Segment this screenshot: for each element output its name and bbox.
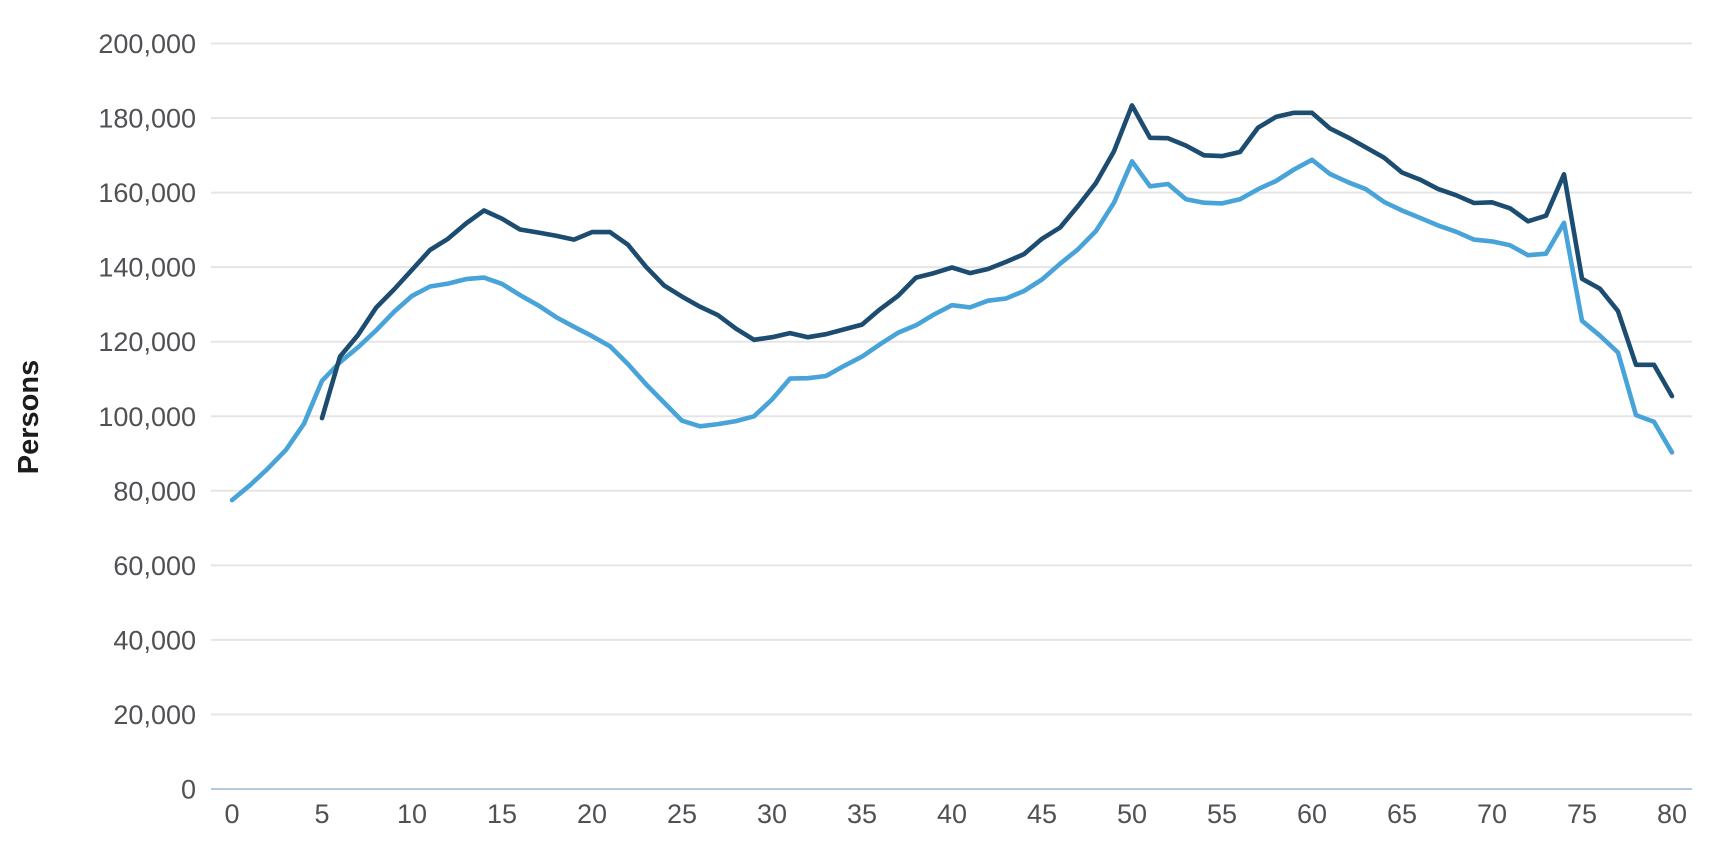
x-tick-label: 80 — [1657, 799, 1687, 829]
dark-navy-series — [319, 103, 1675, 421]
x-tick-label: 70 — [1477, 799, 1507, 829]
x-tick-label: 45 — [1027, 799, 1057, 829]
x-tick-label: 40 — [937, 799, 967, 829]
y-axis-title: Persons — [13, 360, 45, 474]
x-tick-label: 10 — [397, 799, 427, 829]
x-tick-label: 75 — [1567, 799, 1597, 829]
series-lines — [229, 103, 1675, 503]
x-tick-label: 0 — [224, 799, 239, 829]
y-tick-label: 0 — [181, 775, 196, 805]
x-tick-label: 30 — [757, 799, 787, 829]
y-tick-label: 140,000 — [98, 253, 196, 283]
x-tick-label: 50 — [1117, 799, 1147, 829]
x-tick-label: 35 — [847, 799, 877, 829]
y-tick-label: 160,000 — [98, 178, 196, 208]
x-axis-tick-labels: 0 5 10 15 20 25 30 35 40 45 50 55 60 65 70 75 80 — [224, 799, 1687, 829]
y-tick-label: 100,000 — [98, 402, 196, 432]
x-tick-label: 60 — [1297, 799, 1327, 829]
x-tick-label: 25 — [667, 799, 697, 829]
y-tick-label: 120,000 — [98, 327, 196, 357]
y-tick-label: 200,000 — [98, 29, 196, 59]
y-tick-label: 80,000 — [113, 476, 196, 506]
x-tick-label: 55 — [1207, 799, 1237, 829]
x-tick-label: 65 — [1387, 799, 1417, 829]
y-axis-tick-labels: 0 20,000 40,000 60,000 80,000 100,000 120,000 1… — [98, 29, 196, 805]
x-tick-label: 15 — [487, 799, 517, 829]
gridlines — [211, 42, 1692, 790]
y-tick-label: 20,000 — [113, 700, 196, 730]
x-tick-label: 5 — [314, 799, 329, 829]
x-tick-label: 20 — [577, 799, 607, 829]
y-tick-label: 60,000 — [113, 551, 196, 581]
light-blue-series — [229, 157, 1675, 503]
y-tick-label: 180,000 — [98, 104, 196, 134]
y-tick-label: 40,000 — [113, 625, 196, 655]
